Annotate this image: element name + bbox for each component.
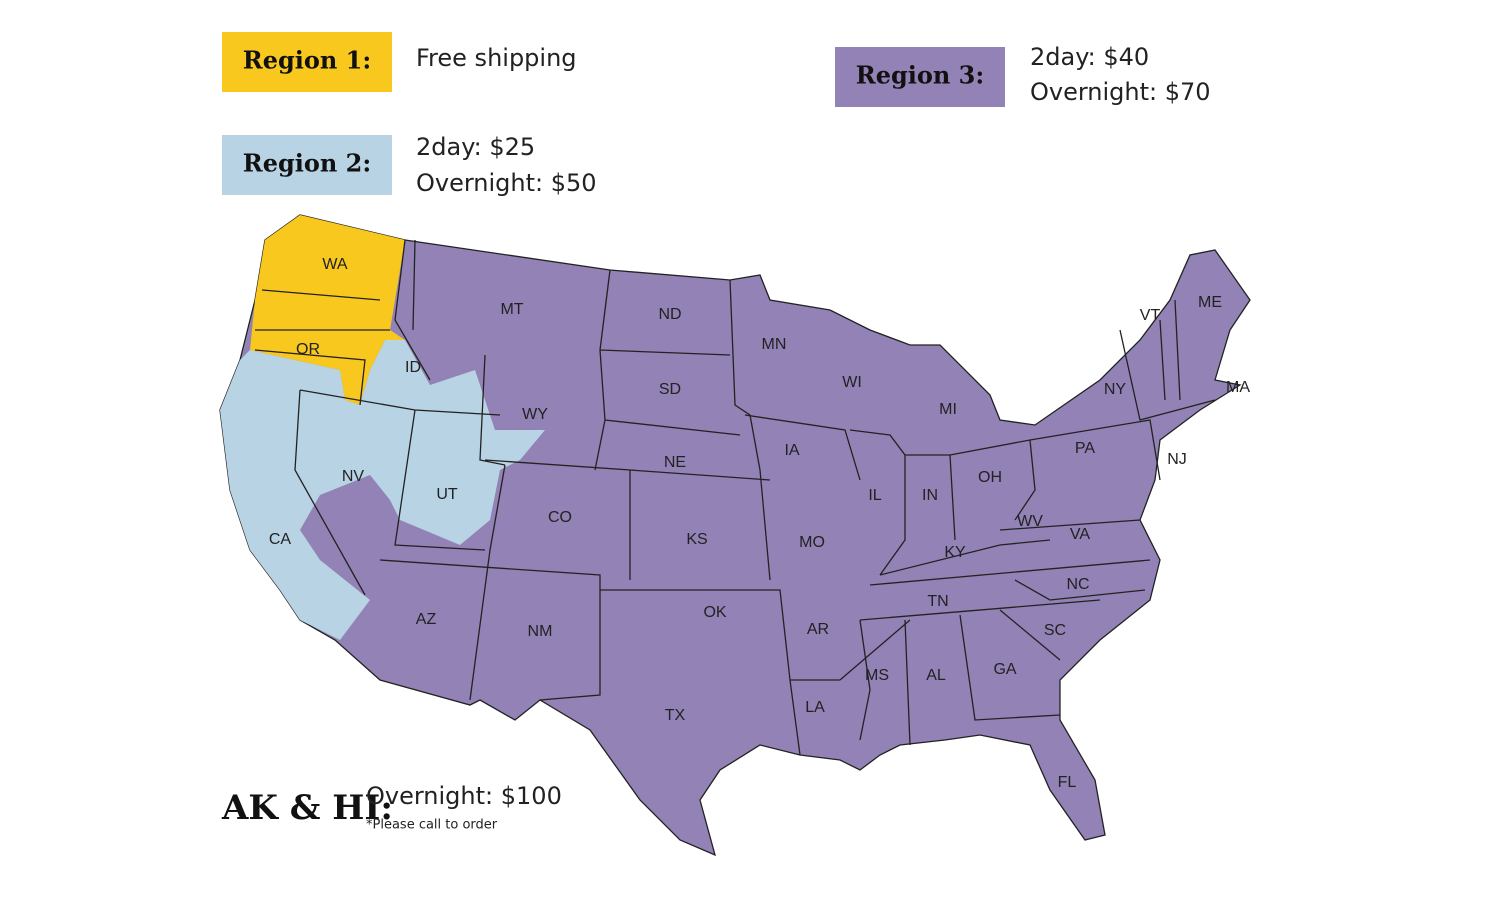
state-label: PA	[1075, 440, 1095, 457]
state-label: WV	[1017, 513, 1043, 530]
state-label: CO	[548, 509, 572, 526]
state-label: VA	[1070, 526, 1090, 543]
us-map	[219, 214, 1251, 857]
state-label: MO	[799, 534, 825, 551]
state-label: MA	[1226, 379, 1250, 396]
state-label: ID	[405, 359, 421, 376]
state-label: NJ	[1167, 451, 1187, 468]
state-label: LA	[805, 699, 825, 716]
state-label: SD	[659, 381, 681, 398]
state-label: NC	[1066, 576, 1089, 593]
state-label: KS	[686, 531, 707, 548]
state-label: KY	[944, 544, 966, 561]
state-label: WA	[322, 256, 348, 273]
state-labels: WA OR ID MT ND MN WI MI VT ME NY MA PA NJ OH WY SD NE IA IL…	[269, 256, 1250, 791]
state-label: NV	[342, 468, 365, 485]
state-label: OR	[296, 341, 320, 358]
state-label: MI	[939, 401, 957, 418]
state-label: NY	[1104, 381, 1127, 398]
region-label: Region 2:	[243, 149, 371, 178]
state-label: TN	[927, 593, 948, 610]
state-label: UT	[436, 486, 458, 503]
state-label: AL	[926, 667, 946, 684]
region-rate: Overnight: $70	[1030, 78, 1211, 106]
state-label: AZ	[416, 611, 437, 628]
state-label: NE	[664, 454, 686, 471]
region-rate: Overnight: $50	[416, 169, 597, 197]
region-3-swatch	[835, 47, 1005, 107]
state-label: WI	[842, 374, 862, 391]
state-label: OH	[978, 469, 1002, 486]
state-label: IN	[922, 487, 938, 504]
region-2-swatch	[222, 135, 392, 195]
state-label: IA	[784, 442, 799, 459]
state-label: VT	[1140, 307, 1161, 324]
note-footnote: *Please call to order	[366, 818, 498, 833]
region-2-area	[220, 340, 545, 640]
state-label: WY	[522, 406, 548, 423]
state-label: SC	[1044, 622, 1066, 639]
state-label: ME	[1198, 294, 1222, 311]
state-label: OK	[703, 604, 726, 621]
region-rate: 2day: $40	[1030, 43, 1149, 71]
state-label: GA	[993, 661, 1016, 678]
state-label: MS	[865, 667, 889, 684]
region-rate: 2day: $25	[416, 133, 535, 161]
state-borders	[254, 239, 1216, 756]
region-3-area	[219, 214, 1251, 857]
state-label: CA	[269, 531, 292, 548]
region-rate: Free shipping	[416, 44, 577, 72]
state-label: IL	[868, 487, 881, 504]
state-label: TX	[665, 707, 686, 724]
note-label: AK & HI:	[221, 788, 393, 828]
state-label: FL	[1058, 774, 1077, 791]
region-1-area	[250, 215, 405, 405]
state-label: AR	[807, 621, 829, 638]
state-label: MT	[500, 301, 523, 318]
state-label: ND	[658, 306, 681, 323]
state-label: NM	[528, 623, 553, 640]
region-1-swatch	[222, 32, 392, 92]
region-label: Region 3:	[856, 61, 984, 90]
note-rate: Overnight: $100	[366, 782, 562, 810]
region-label: Region 1:	[243, 46, 371, 75]
state-label: MN	[762, 336, 787, 353]
